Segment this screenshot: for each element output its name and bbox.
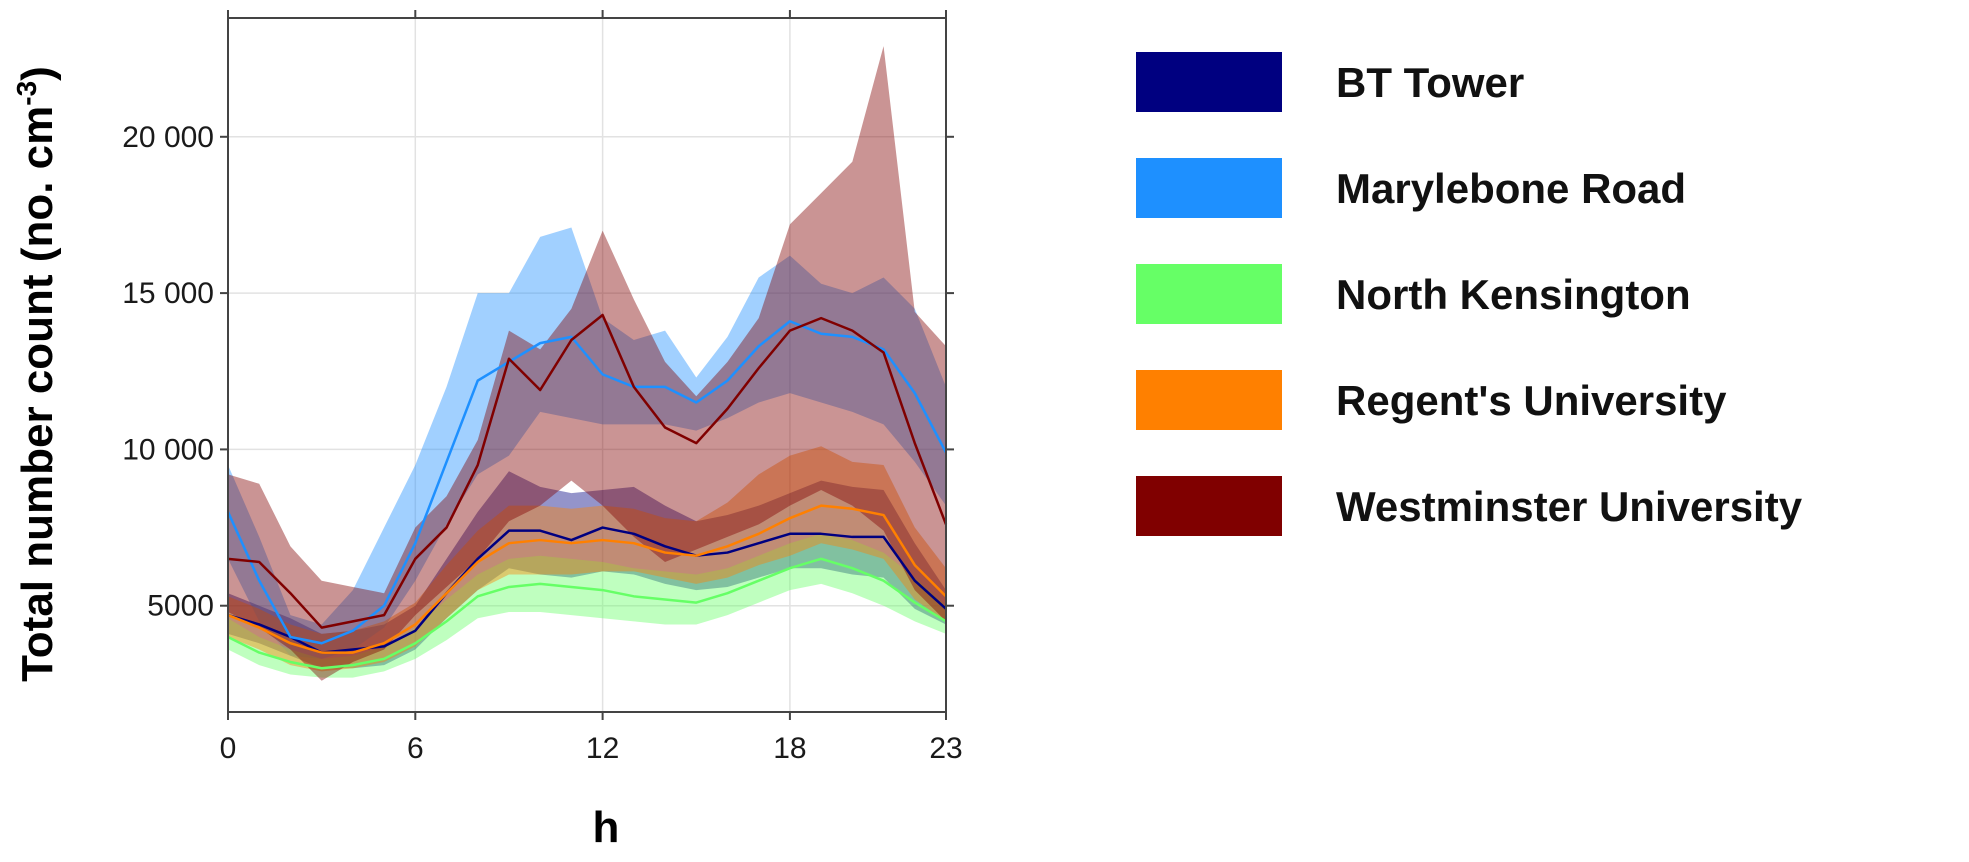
band-marylebone-road bbox=[228, 227, 946, 659]
legend-swatch bbox=[1136, 52, 1282, 112]
y-tick-label: 20 000 bbox=[122, 121, 214, 154]
confidence-bands bbox=[228, 46, 946, 681]
x-axis-title: h bbox=[593, 803, 620, 852]
band-bt-tower bbox=[228, 471, 946, 669]
legend-item-marylebone-road: Marylebone Road bbox=[1136, 158, 1686, 218]
y-axis-title-main: Total number count (no. cm bbox=[13, 106, 62, 682]
y-axis-title-superscript: -3 bbox=[11, 81, 42, 106]
y-tick-label: 10 000 bbox=[122, 433, 214, 466]
y-axis-title: Total number count (no. cm-3) bbox=[11, 66, 62, 682]
x-tick-label: 6 bbox=[407, 732, 424, 765]
x-tick-label: 23 bbox=[929, 732, 962, 765]
y-tick-label: 15 000 bbox=[122, 277, 214, 310]
legend-label: Regent's University bbox=[1336, 377, 1727, 424]
x-tick-label: 0 bbox=[220, 732, 237, 765]
legend-item-bt-tower: BT Tower bbox=[1136, 52, 1524, 112]
x-tick-label: 12 bbox=[586, 732, 619, 765]
legend-label: BT Tower bbox=[1336, 59, 1524, 106]
x-tick-label: 18 bbox=[773, 732, 806, 765]
legend-swatch bbox=[1136, 158, 1282, 218]
legend-item-north-kensington: North Kensington bbox=[1136, 264, 1691, 324]
axis-ticks: 0 6 12 18 23 5000 10 000 15 000 20 000 bbox=[122, 10, 963, 765]
legend-item-regent-s-university: Regent's University bbox=[1136, 370, 1727, 430]
line-marylebone-road bbox=[226, 319, 948, 645]
series-lines bbox=[226, 313, 948, 670]
legend-swatch bbox=[1136, 476, 1282, 536]
y-tick-label: 5000 bbox=[147, 590, 214, 623]
legend-label: Westminster University bbox=[1336, 483, 1803, 530]
line-bt-tower bbox=[227, 526, 947, 654]
band-north-kensington bbox=[228, 533, 946, 678]
y-axis-title-close: ) bbox=[13, 66, 62, 81]
line-regent-s-university bbox=[227, 504, 947, 654]
legend-swatch bbox=[1136, 264, 1282, 324]
legend-label: North Kensington bbox=[1336, 271, 1691, 318]
band-regent-s-university bbox=[228, 446, 946, 672]
line-north-kensington bbox=[227, 557, 947, 670]
legend: BT Tower Marylebone Road North Kensington R… bbox=[1136, 52, 1803, 536]
legend-item-westminster-university: Westminster University bbox=[1136, 476, 1803, 536]
plot-frame bbox=[227, 17, 947, 713]
band-westminster-university bbox=[228, 46, 946, 681]
line-westminster-university bbox=[227, 313, 948, 629]
legend-swatch bbox=[1136, 370, 1282, 430]
legend-label: Marylebone Road bbox=[1336, 165, 1686, 212]
